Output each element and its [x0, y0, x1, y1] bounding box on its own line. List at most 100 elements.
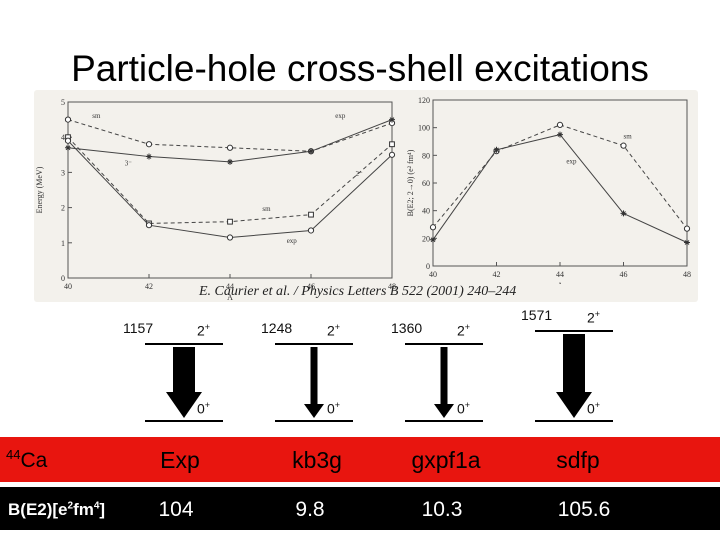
y-tick-label: 40	[422, 207, 430, 216]
column-kb3g: kb3g	[292, 447, 342, 473]
data-point	[145, 141, 153, 148]
level-spin-lower: 0+	[327, 400, 341, 417]
annotation: sm	[92, 112, 101, 120]
y-tick-label: 1	[61, 239, 65, 248]
row-label: B(E2)[e2fm4]	[8, 500, 106, 519]
level-line-upper	[145, 343, 223, 345]
column-gxpf1a: gxpf1a	[411, 447, 481, 473]
level-spin-lower: 0+	[587, 400, 601, 417]
arrow-shape	[166, 347, 202, 418]
value-sdfp: 105.6	[557, 498, 611, 521]
series-line	[432, 134, 688, 243]
data-point	[307, 227, 315, 234]
level-spin-upper: 2+	[327, 322, 341, 339]
level-spin-upper: 2+	[197, 322, 211, 339]
x-tick-label: 40	[429, 270, 437, 279]
energy-chart: 40 42 44 46 48 0 1 2 3 4 5 A Energy (MeV) sm exp 3⁻ sm ex…	[35, 98, 396, 302]
data-point	[226, 234, 234, 241]
series-line	[67, 119, 393, 152]
y-tick-label: 2	[61, 204, 65, 213]
data-point	[227, 158, 233, 165]
level-spin-lower: 0+	[197, 400, 211, 417]
y-tick-label: 120	[418, 96, 430, 105]
level-energy: 1571	[521, 307, 553, 323]
annotation: exp	[335, 112, 346, 120]
transition-arrow	[166, 347, 202, 418]
transition-arrow	[304, 347, 324, 418]
level-energy: 1360	[391, 320, 423, 336]
y-tick-label: 100	[418, 124, 430, 133]
slide-title: Particle-hole cross-shell excitations	[71, 48, 649, 89]
data-point	[64, 137, 72, 144]
nucleus-symbol: Ca	[20, 449, 48, 472]
values-band	[0, 487, 720, 530]
data-point	[556, 121, 564, 128]
x-tick-label: 42	[145, 282, 153, 291]
data-point	[146, 153, 152, 160]
level-spin-lower: 0+	[457, 400, 471, 417]
annotation: sm	[624, 133, 633, 141]
data-point	[389, 141, 395, 148]
y-axis-label: B(E2; 2→0) (e² fm⁴)	[407, 149, 415, 216]
level-line-upper	[535, 330, 613, 332]
data-point	[388, 151, 396, 158]
x-axis-label: A	[557, 281, 563, 284]
y-tick-label: 60	[422, 179, 430, 188]
level-line-lower	[145, 420, 223, 422]
data-point	[308, 211, 314, 218]
level-energy: 1157	[123, 320, 154, 336]
x-tick-label: 48	[388, 282, 396, 291]
column-sdfp: sdfp	[556, 447, 600, 473]
x-axis-label: A	[227, 293, 233, 302]
x-tick-label: 46	[620, 270, 628, 279]
value-kb3g: 9.8	[295, 498, 325, 521]
level-line-lower	[535, 420, 613, 422]
x-tick-label: 42	[493, 270, 501, 279]
nucleus-label: 44Ca	[6, 447, 47, 473]
level-line-upper	[405, 343, 483, 345]
level-spin-upper: 2+	[587, 309, 601, 326]
annotation: sm	[262, 205, 271, 213]
annotation: 2⁻	[356, 170, 364, 178]
data-point	[493, 146, 500, 153]
y-tick-label: 80	[422, 151, 430, 160]
level-line-lower	[275, 420, 353, 422]
model-band	[0, 437, 720, 482]
data-point	[64, 116, 72, 123]
transition-arrow	[434, 347, 454, 418]
data-point	[620, 210, 627, 217]
series-line	[67, 119, 393, 163]
x-tick-label: 40	[64, 282, 72, 291]
data-point	[429, 224, 437, 231]
y-tick-label: 5	[61, 98, 65, 107]
y-tick-label: 20	[422, 234, 430, 243]
level-line-upper	[275, 343, 353, 345]
data-point	[145, 222, 153, 229]
be2-chart: 40 42 44 46 48 0 20 40 60 80 100 120 A B(E2; 2→0) (e²…	[407, 96, 691, 284]
data-point	[65, 144, 71, 151]
data-point	[227, 218, 233, 225]
x-tick-label: 44	[226, 282, 234, 291]
arrow-shape	[556, 334, 592, 418]
level-energy: 1248	[261, 320, 293, 336]
y-tick-label: 3	[61, 168, 65, 177]
y-tick-label: 4	[61, 133, 65, 142]
plot-frame	[67, 101, 393, 279]
value-gxpf1a: 10.3	[421, 498, 463, 521]
value-exp: 104	[158, 498, 194, 521]
annotation: exp	[287, 237, 298, 245]
data-point	[684, 239, 690, 246]
y-tick-label: 0	[61, 274, 65, 283]
transition-arrow	[556, 334, 592, 418]
data-point	[430, 236, 436, 243]
data-point	[620, 142, 627, 149]
annotation: 3⁻	[125, 159, 133, 167]
column-exp: Exp	[160, 447, 200, 473]
nucleus-mass: 44	[6, 447, 21, 462]
plot-panel	[34, 90, 698, 302]
y-tick-label: 0	[426, 262, 430, 271]
data-point	[389, 116, 395, 123]
x-tick-label: 48	[683, 270, 691, 279]
level-line-lower	[405, 420, 483, 422]
arrow-shape	[434, 347, 454, 418]
